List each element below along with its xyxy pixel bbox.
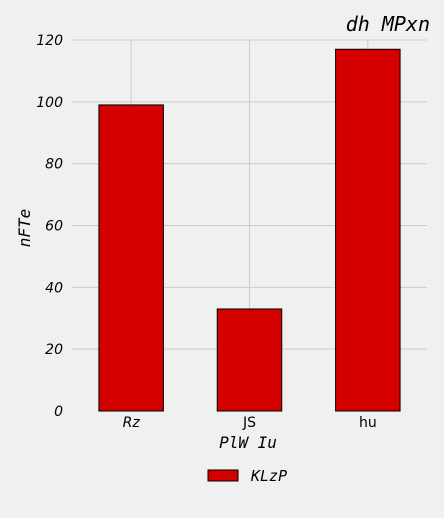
bars [98,48,401,412]
legend: KLzP [207,467,287,485]
y-tick-label: 80 [45,157,63,173]
legend-label: KLzP [250,467,287,485]
bar-hu [335,48,401,412]
y-tick-label: 120 [36,33,63,49]
x-tick-label: Rz [123,415,141,431]
y-tick-labels: 0 20 40 60 80 100 120 [36,33,63,420]
bar-js [216,308,283,412]
bar-rz [98,104,164,412]
y-tick-label: 100 [36,95,63,111]
legend-swatch [207,469,239,482]
x-tick-labels: Rz JS hu [123,415,377,431]
y-tick-label: 20 [45,342,63,358]
x-tick-label: JS [242,415,256,431]
x-tick-label: hu [359,415,377,431]
y-axis-label: nFTe [15,209,34,248]
y-tick-label: 40 [45,280,63,296]
chart-title: dh MPxn [346,12,430,36]
y-tick-label: 60 [45,219,63,235]
x-axis-label: PlW Iu [219,433,277,452]
y-tick-label: 0 [54,404,63,420]
